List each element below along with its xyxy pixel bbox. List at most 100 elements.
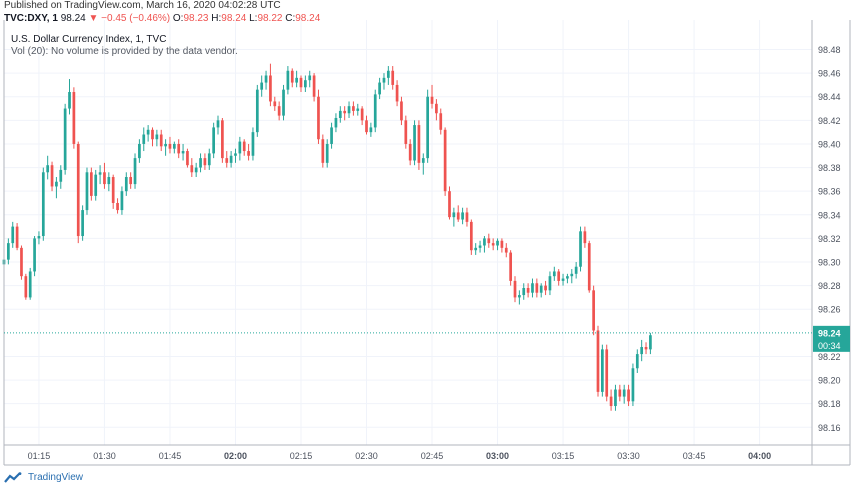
candle-body	[631, 368, 635, 402]
x-tick-label: 03:15	[552, 451, 575, 461]
candle-body	[535, 283, 539, 293]
volume-note: Vol (20): No volume is provided by the d…	[11, 46, 238, 57]
candle-body	[242, 141, 246, 152]
candle-body	[382, 77, 386, 83]
candle-body	[566, 276, 569, 279]
candle-body	[304, 80, 307, 88]
candle-body	[430, 96, 434, 104]
candle-body	[172, 143, 176, 149]
candle-body	[413, 125, 416, 161]
candle-body	[513, 280, 517, 298]
y-tick-label: 98.30	[818, 258, 841, 268]
candle-body	[443, 129, 447, 192]
open-value: 98.23	[183, 13, 209, 24]
bar-countdown: 00:34	[818, 341, 841, 351]
high-label: H:	[211, 13, 222, 24]
candle-body	[277, 106, 281, 116]
x-tick-label: 02:00	[224, 451, 247, 461]
y-tick-label: 98.22	[818, 352, 841, 362]
candle-body	[286, 70, 290, 90]
candle-body	[260, 82, 264, 90]
candle-body	[474, 247, 478, 251]
last-price-tag	[813, 325, 850, 352]
tradingview-logo-icon	[4, 471, 22, 483]
candle-body	[221, 120, 224, 159]
candle-body	[216, 120, 220, 128]
candle-body	[168, 143, 172, 149]
candle-body	[469, 221, 473, 251]
last-price-tag-value: 98.24	[818, 328, 841, 338]
candle-body	[251, 132, 255, 156]
open-label: O:	[172, 13, 184, 24]
candle-body	[11, 226, 15, 244]
candle-body	[133, 158, 137, 185]
candle-body	[465, 212, 469, 222]
candle-body	[107, 177, 111, 185]
chart-axes: 98.48 98.46 98.44 98.42 98.40 98.38 98.36 98.34…	[3, 20, 851, 466]
candle-body	[164, 143, 167, 147]
candle-body	[592, 290, 595, 331]
candle-body	[461, 212, 464, 220]
candle-body	[269, 75, 272, 102]
candle-body	[177, 143, 181, 154]
candle-body	[264, 75, 268, 83]
candle-body	[360, 108, 364, 121]
candle-body	[312, 75, 316, 97]
candle-body	[290, 70, 294, 83]
candle-body	[500, 240, 504, 248]
candle-body	[544, 285, 547, 291]
candle-body	[142, 134, 146, 144]
footer-brand[interactable]: TradingView	[28, 472, 84, 483]
candle-body	[583, 231, 587, 244]
y-tick-label: 98.36	[818, 187, 841, 197]
candle-body	[352, 106, 355, 111]
y-tick-label: 98.18	[818, 399, 841, 409]
candle-body	[321, 139, 325, 163]
candle-body	[155, 134, 159, 140]
candle-body	[94, 174, 98, 196]
candle-body	[622, 389, 626, 397]
candle-body	[574, 266, 578, 274]
candle-body	[343, 110, 347, 114]
candle-body	[365, 120, 368, 133]
candle-body	[199, 158, 202, 168]
candle-body	[89, 172, 93, 196]
chart-grid	[4, 20, 812, 445]
low-label: L:	[249, 13, 258, 24]
candle-body	[356, 108, 360, 111]
candle-body	[518, 295, 521, 298]
candle-body	[317, 96, 320, 140]
close-value: 98.24	[295, 13, 321, 24]
candle-body	[63, 108, 67, 170]
candle-body	[159, 134, 163, 147]
candle-body	[386, 70, 390, 78]
candle-body	[46, 165, 50, 173]
low-value: 98.22	[257, 13, 283, 24]
candle-body	[151, 129, 154, 140]
candle-body	[282, 89, 285, 116]
close-label: C:	[285, 13, 296, 24]
candle-body	[338, 110, 342, 118]
candle-body	[203, 158, 207, 166]
y-tick-label: 98.16	[818, 423, 841, 433]
candle-body	[640, 347, 644, 355]
footer: TradingView	[4, 470, 83, 485]
candle-body	[491, 243, 495, 246]
x-tick-label: 02:15	[290, 451, 313, 461]
candle-body	[347, 106, 351, 114]
candle-body	[400, 101, 403, 121]
high-value: 98.24	[221, 13, 247, 24]
candle-body	[68, 92, 71, 109]
candle-body	[33, 238, 36, 272]
candle-body	[504, 247, 508, 253]
candle-body	[146, 129, 150, 135]
symbol-label: TVC:DXY, 1	[4, 13, 58, 24]
candle-series	[2, 63, 652, 411]
candle-body	[378, 82, 381, 95]
y-tick-label: 98.40	[818, 139, 841, 149]
candle-body	[55, 181, 58, 187]
candle-body	[103, 172, 106, 185]
candle-body	[439, 113, 443, 130]
y-tick-label: 98.38	[818, 163, 841, 173]
